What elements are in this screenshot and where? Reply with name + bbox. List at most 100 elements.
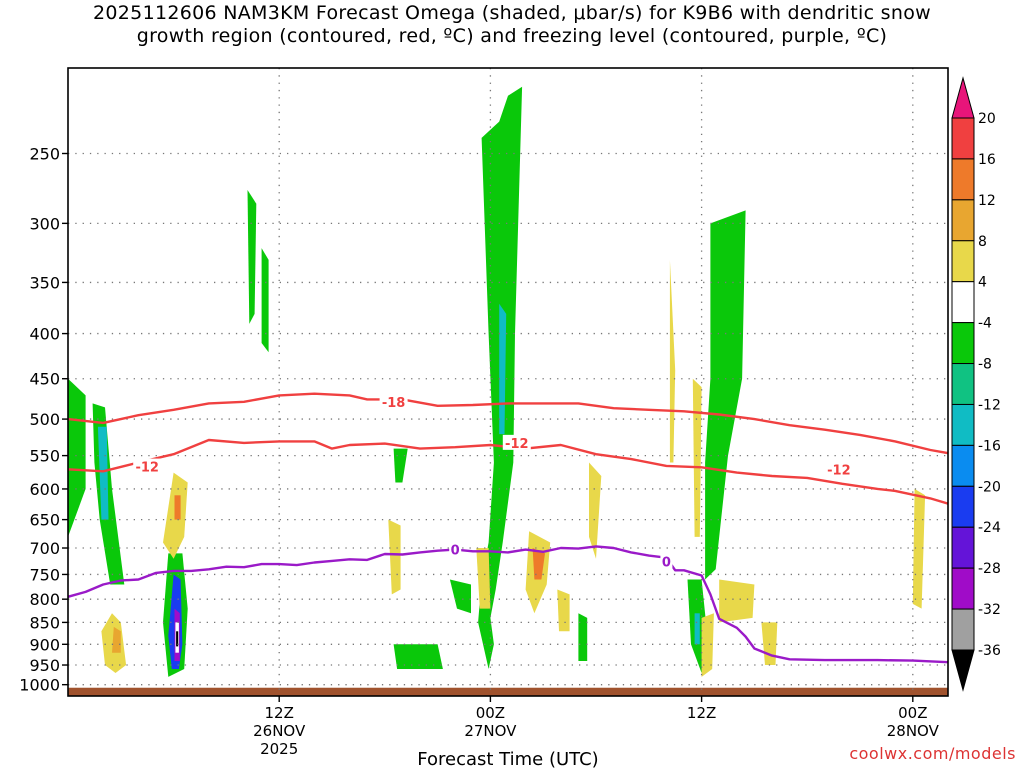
chart-title: 2025112606 NAM3KM Forecast Omega (shaded…: [0, 2, 1024, 48]
x-tick-label: 27NOV: [464, 722, 517, 740]
colorbar-bin: [951, 608, 975, 651]
omega-region: [694, 613, 700, 645]
contour-label: -12: [135, 461, 159, 476]
omega-region: [669, 259, 676, 463]
omega-region: [388, 519, 401, 595]
omega-region: [393, 644, 443, 669]
colorbar-bin: [951, 117, 975, 160]
omega-region: [557, 589, 570, 632]
omega-region: [719, 579, 755, 623]
omega-region: [476, 548, 491, 609]
colorbar-label: -20: [978, 479, 1001, 495]
omega-region: [92, 403, 125, 585]
contour-label: -12: [827, 463, 851, 478]
omega-region: [1006, 627, 1017, 649]
colorbar-bin: [951, 403, 975, 446]
colorbar-arrow-top: [951, 76, 975, 119]
y-tick-label: 600: [29, 480, 60, 499]
chart-title-line-1: 2025112606 NAM3KM Forecast Omega (shaded…: [93, 2, 931, 24]
colorbar-bin: [951, 158, 975, 201]
contour-line: [68, 438, 948, 505]
colorbar-label: -24: [978, 520, 1001, 536]
x-axis-title: Forecast Time (UTC): [417, 749, 598, 768]
plot-frame: [67, 67, 949, 697]
y-tick-label: 400: [29, 325, 60, 344]
y-tick-label: 300: [29, 214, 60, 233]
omega-region: [247, 190, 257, 324]
colorbar-bin: [951, 485, 975, 528]
colorbar-label: 12: [978, 193, 996, 209]
contour-label: -18: [382, 396, 406, 411]
x-tick-label: 00Z: [898, 704, 927, 722]
y-tick-label: 750: [29, 565, 60, 584]
colorbar-bin: [951, 281, 975, 324]
colorbar-label: -32: [978, 602, 1001, 618]
x-tick-label: 28NOV: [887, 722, 940, 740]
colorbar-label: -4: [978, 316, 992, 332]
omega-region: [499, 303, 507, 435]
colorbar-bin: [951, 363, 975, 405]
omega-region: [449, 579, 471, 614]
terrain-band: [68, 687, 948, 696]
y-tick-label: 800: [29, 590, 60, 609]
x-tick-label: 12Z: [687, 704, 716, 722]
contour-label-background: [379, 393, 408, 409]
colorbar-label: -28: [978, 561, 1001, 577]
y-tick-label: 550: [29, 447, 60, 466]
contour-label: 0: [662, 555, 671, 570]
y-tick-label: 850: [29, 613, 60, 632]
contour-line: [68, 392, 948, 455]
contour-label: 0: [451, 544, 460, 559]
colorbar-label: -16: [978, 438, 1001, 454]
contour-label: -12: [505, 437, 529, 452]
y-tick-label: 950: [29, 656, 60, 675]
x-tick-label: 26NOV: [253, 722, 306, 740]
omega-region: [701, 613, 714, 677]
contour-label-background: [824, 461, 853, 477]
colorbar-bin: [951, 444, 975, 487]
omega-region: [97, 426, 109, 520]
colorbar-bin: [951, 567, 975, 610]
y-tick-label: 1000: [19, 676, 60, 695]
contour-label-background: [660, 553, 673, 569]
colorbar-label: 20: [978, 111, 996, 127]
colorbar-bin: [951, 322, 975, 365]
contour-label-background: [449, 541, 462, 557]
y-tick-label: 500: [29, 410, 60, 429]
omega-region: [68, 378, 86, 537]
y-tick-label: 900: [29, 635, 60, 654]
y-tick-label: 250: [29, 144, 60, 163]
colorbar-label: 4: [978, 275, 987, 291]
colorbar-label: 8: [978, 234, 987, 250]
x-tick-label: 2025: [260, 740, 298, 758]
omega-region: [692, 378, 702, 537]
colorbar-bin: [951, 526, 975, 569]
x-tick-label: 12Z: [265, 704, 294, 722]
omega-region: [112, 626, 121, 653]
omega-region: [912, 488, 926, 609]
contour-line: [68, 545, 948, 664]
colorbar-bin: [951, 199, 975, 242]
y-tick-label: 350: [29, 273, 60, 292]
omega-region: [532, 548, 545, 580]
x-tick-label: 00Z: [476, 704, 505, 722]
contour-label-background: [133, 458, 162, 474]
chart-title-line-2: growth region (contoured, red, ºC) and f…: [136, 25, 888, 47]
omega-region: [393, 448, 408, 483]
contour-label-background: [502, 434, 531, 450]
omega-region: [176, 631, 179, 647]
plot-area: -18-12-12-12-18000: [68, 68, 1017, 696]
y-tick-label: 650: [29, 511, 60, 530]
omega-region: [589, 462, 602, 559]
colorbar-label: -12: [978, 397, 1001, 413]
colorbar-label: -8: [978, 357, 992, 373]
colorbar-arrow-bottom: [951, 649, 975, 692]
credit-text: coolwx.com/models: [849, 744, 1016, 763]
y-tick-label: 450: [29, 370, 60, 389]
colorbar-bin: [951, 240, 975, 283]
colorbar-label: -36: [978, 643, 1001, 659]
y-tick-label: 700: [29, 539, 60, 558]
colorbar-label: 16: [978, 152, 996, 168]
omega-region: [578, 613, 588, 661]
